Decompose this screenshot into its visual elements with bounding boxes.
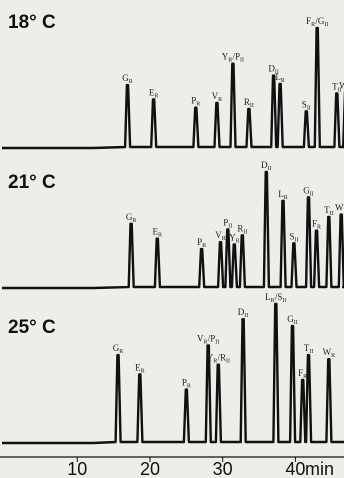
peak-label: LR <box>278 189 288 201</box>
panel-temperature-label: 18° C <box>8 12 56 33</box>
peak-label: TII <box>324 205 334 217</box>
peak-label: YR /RII <box>207 353 230 365</box>
peak-label: WR <box>335 203 344 215</box>
peak-label: GR <box>113 343 124 355</box>
peak-label: PR <box>197 237 206 249</box>
peak-label: TII <box>304 343 314 355</box>
peak-label: GR <box>122 73 133 85</box>
peak-label: YR <box>229 232 240 244</box>
peak-label: DII <box>238 307 249 319</box>
x-axis: 1020304050 min <box>0 456 344 478</box>
peak-label: FR <box>298 368 307 380</box>
x-tick-label: 20 <box>140 459 160 478</box>
peak-label: FR /GII <box>306 16 328 28</box>
peak-label: FR <box>312 219 321 231</box>
chromatogram-panel: 25° C GR ER PR VR /PII YR /RII DII LR /SI… <box>2 292 344 445</box>
peak-label: VR <box>212 91 223 103</box>
peak-label: LR /SII <box>265 292 286 304</box>
chromatogram-trace <box>2 26 344 150</box>
x-tick-label: 30 <box>213 459 233 478</box>
peak-label: DII <box>261 160 272 172</box>
peak-label: ER <box>153 227 163 239</box>
chromatogram-panels: 18° CGR ER PR VR YR /PII RII DII LR SII … <box>2 12 344 445</box>
peak-label: GII <box>303 185 314 197</box>
peak-label: TII <box>332 81 342 93</box>
peak-label: GR <box>126 212 137 224</box>
peak-label: SII <box>302 99 311 111</box>
peak-label: PR <box>191 96 200 108</box>
x-tick-label: 40 <box>285 459 305 478</box>
chromatogram-panel: 21° C GR ER PR VR PII YR RII DII LR SII G… <box>2 160 344 290</box>
peak-label: RII <box>244 97 254 109</box>
chromatogram-trace <box>2 302 344 445</box>
peak-label: ER <box>149 87 159 99</box>
peak-label: ER <box>135 362 145 374</box>
peak-label: PII <box>223 218 232 230</box>
x-axis-unit-label: min <box>305 459 334 478</box>
peak-label: VR /PII <box>197 333 219 345</box>
peak-label: WR <box>339 80 344 92</box>
panel-temperature-label: 25° C <box>8 317 56 338</box>
panel-temperature-label: 21° C <box>8 172 56 193</box>
peak-label: YR /PII <box>222 52 244 64</box>
peak-label: VR <box>215 230 226 242</box>
peak-label: PR <box>182 378 191 390</box>
peak-label: SII <box>289 231 298 243</box>
chromatogram-trace <box>2 170 344 290</box>
peak-label: RII <box>237 223 247 235</box>
x-tick-label: 10 <box>67 459 87 478</box>
peak-label: LR <box>275 72 285 84</box>
chromatogram-panel: 18° CGR ER PR VR YR /PII RII DII LR SII … <box>2 12 344 150</box>
peak-label: DII <box>268 64 279 76</box>
x-axis-ticks: 1020304050 <box>67 457 305 478</box>
peak-label: GII <box>287 314 298 326</box>
peak-label: WR <box>323 347 336 359</box>
